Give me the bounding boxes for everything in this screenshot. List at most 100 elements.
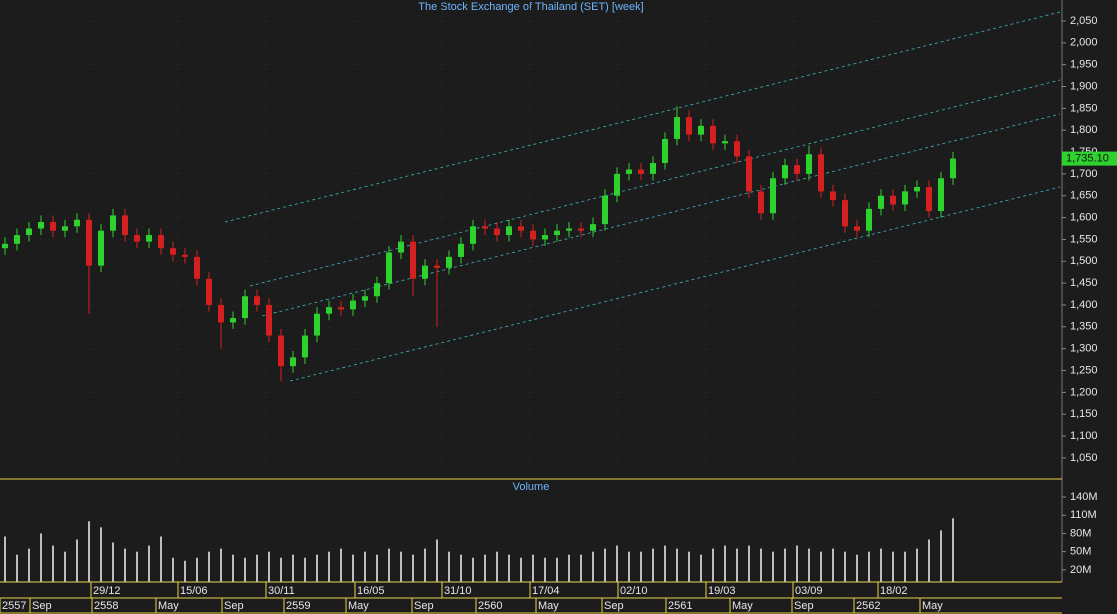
volume-bar	[676, 548, 678, 582]
volume-bar	[244, 557, 246, 582]
volume-bar	[568, 554, 570, 582]
volume-bar	[208, 551, 210, 582]
volume-bar	[352, 554, 354, 582]
y-tick-label: 1,950	[1070, 59, 1098, 71]
candle-body	[206, 278, 212, 305]
volume-bar	[868, 551, 870, 582]
volume-bar	[136, 551, 138, 582]
volume-bar	[400, 551, 402, 582]
y-tick-label: 1,500	[1070, 255, 1098, 267]
candle-body	[374, 283, 380, 297]
volume-bar	[496, 551, 498, 582]
x-tick-label: May	[922, 600, 943, 612]
volume-bar	[220, 548, 222, 582]
volume-bar	[304, 557, 306, 582]
candle-body	[314, 313, 320, 336]
x-tick-label: 2562	[856, 600, 880, 612]
volume-bar	[808, 548, 810, 582]
volume-bar	[232, 554, 234, 582]
candle-body	[698, 125, 704, 135]
y2-tick-label: 80M	[1070, 527, 1091, 539]
candle-body	[914, 187, 920, 192]
candle-body	[398, 241, 404, 253]
candle-body	[566, 228, 572, 231]
volume-bar	[844, 551, 846, 582]
candle-body	[290, 357, 296, 367]
candle-body	[506, 226, 512, 236]
x-tick-label: 2560	[478, 600, 502, 612]
volume-bar	[364, 551, 366, 582]
candle-body	[590, 224, 596, 231]
x-tick-label: Sep	[414, 600, 434, 612]
volume-bar	[580, 554, 582, 582]
volume-bar	[268, 551, 270, 582]
volume-bar	[160, 536, 162, 582]
candle-body	[626, 169, 632, 174]
x-tick-label: 03/09	[795, 585, 823, 597]
volume-bar	[652, 548, 654, 582]
x-tick-label: Sep	[794, 600, 814, 612]
volume-bar	[448, 551, 450, 582]
candle-body	[422, 265, 428, 279]
volume-bar	[316, 554, 318, 582]
candle-body	[746, 156, 752, 192]
candle-body	[434, 265, 440, 268]
candle-body	[218, 304, 224, 323]
y-tick-label: 1,100	[1070, 430, 1098, 442]
candle-body	[110, 215, 116, 231]
candle-body	[182, 254, 188, 257]
y-tick-label: 1,450	[1070, 277, 1098, 289]
y-tick-label: 1,200	[1070, 386, 1098, 398]
x-tick-label: Sep	[32, 600, 52, 612]
volume-bar	[604, 548, 606, 582]
y-tick-label: 1,050	[1070, 452, 1098, 464]
volume-bar	[856, 554, 858, 582]
candle-body	[878, 195, 884, 209]
last-price-label: 1,735.10	[1066, 153, 1109, 165]
candle-body	[158, 235, 164, 249]
volume-bar	[184, 560, 186, 582]
volume-title: Volume	[513, 481, 550, 493]
candle-body	[362, 296, 368, 301]
x-tick-label: 19/03	[708, 585, 736, 597]
y-tick-label: 1,600	[1070, 211, 1098, 223]
volume-bar	[292, 554, 294, 582]
y-tick-label: 1,800	[1070, 124, 1098, 136]
volume-bar	[436, 539, 438, 582]
x-tick-label: 17/04	[532, 585, 560, 597]
candle-body	[74, 219, 80, 227]
y-tick-label: 1,700	[1070, 168, 1098, 180]
x-tick-label: 31/10	[444, 585, 472, 597]
x-tick-label: 2558	[94, 600, 118, 612]
volume-bar	[748, 545, 750, 582]
volume-bar	[592, 551, 594, 582]
volume-bar	[640, 551, 642, 582]
x-tick-label: 2559	[286, 600, 310, 612]
volume-bar	[40, 533, 42, 582]
candle-body	[170, 248, 176, 255]
candle-body	[554, 230, 560, 236]
candle-body	[62, 226, 68, 231]
volume-bar	[520, 557, 522, 582]
volume-bar	[52, 545, 54, 582]
volume-bar	[700, 554, 702, 582]
volume-bar	[952, 518, 954, 582]
candle-body	[122, 215, 128, 236]
candle-body	[230, 318, 236, 323]
y2-tick-label: 50M	[1070, 546, 1091, 558]
volume-bar	[196, 557, 198, 582]
candle-body	[278, 335, 284, 367]
y-tick-label: 2,050	[1070, 15, 1098, 27]
volume-bar	[928, 539, 930, 582]
candle-body	[302, 335, 308, 358]
trend-line	[249, 79, 1061, 287]
y2-tick-label: 140M	[1070, 491, 1098, 503]
candle-body	[734, 141, 740, 157]
volume-bar	[556, 557, 558, 582]
candle-body	[446, 256, 452, 268]
x-tick-label: 2561	[668, 600, 692, 612]
x-tick-label: 18/02	[880, 585, 908, 597]
volume-bar	[832, 548, 834, 582]
volume-bar	[712, 548, 714, 582]
volume-bar	[916, 548, 918, 582]
